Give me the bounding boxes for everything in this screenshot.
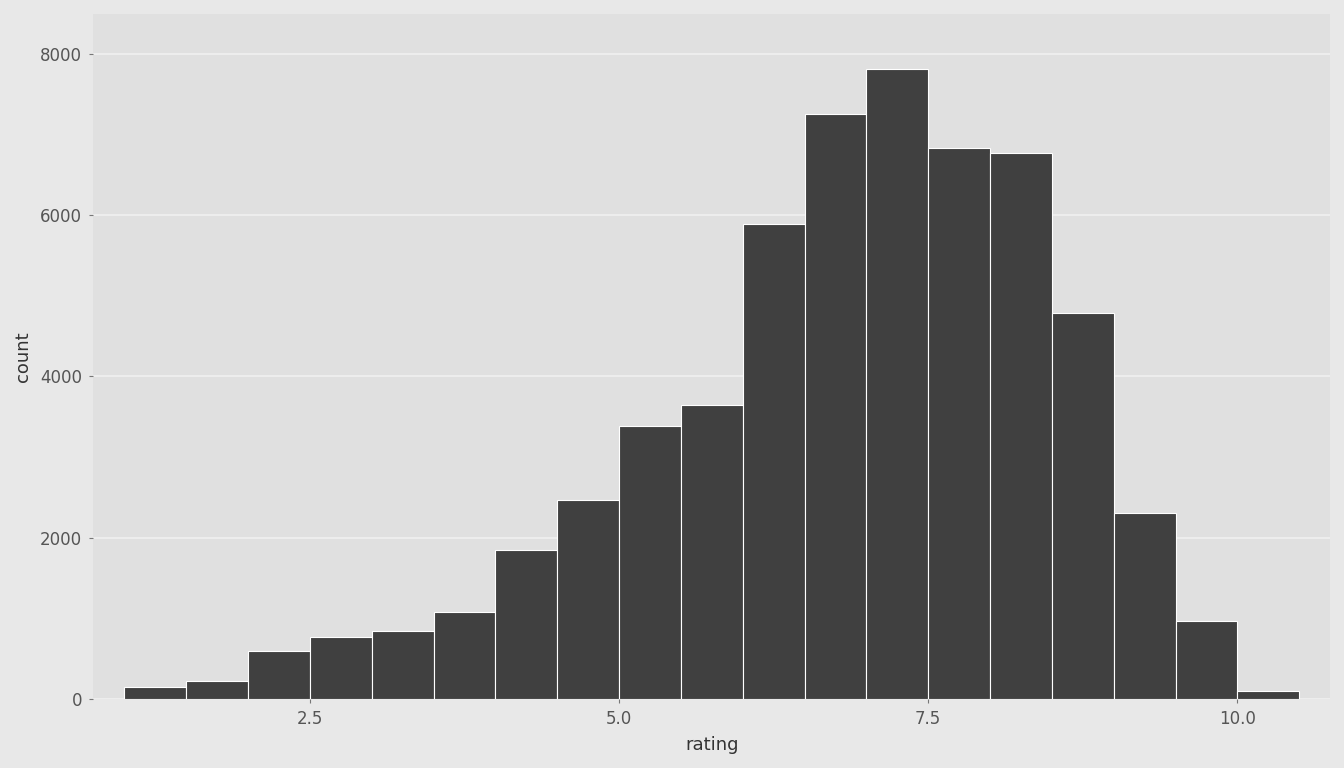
X-axis label: rating: rating (685, 736, 739, 754)
Bar (1176, 621, 1238, 699)
Bar (558, 500, 620, 699)
Bar (929, 148, 991, 699)
Bar (125, 687, 187, 699)
Bar (1238, 691, 1300, 699)
Bar (1052, 313, 1114, 699)
Bar (805, 114, 867, 699)
Bar (620, 425, 681, 699)
Y-axis label: count: count (13, 331, 32, 382)
Bar (991, 154, 1052, 699)
Bar (867, 68, 929, 699)
Bar (434, 611, 496, 699)
Bar (187, 681, 249, 699)
Bar (1114, 512, 1176, 699)
Bar (681, 406, 743, 699)
Bar (372, 631, 434, 699)
Bar (496, 550, 558, 699)
Bar (249, 651, 310, 699)
Bar (743, 224, 805, 699)
Bar (310, 637, 372, 699)
